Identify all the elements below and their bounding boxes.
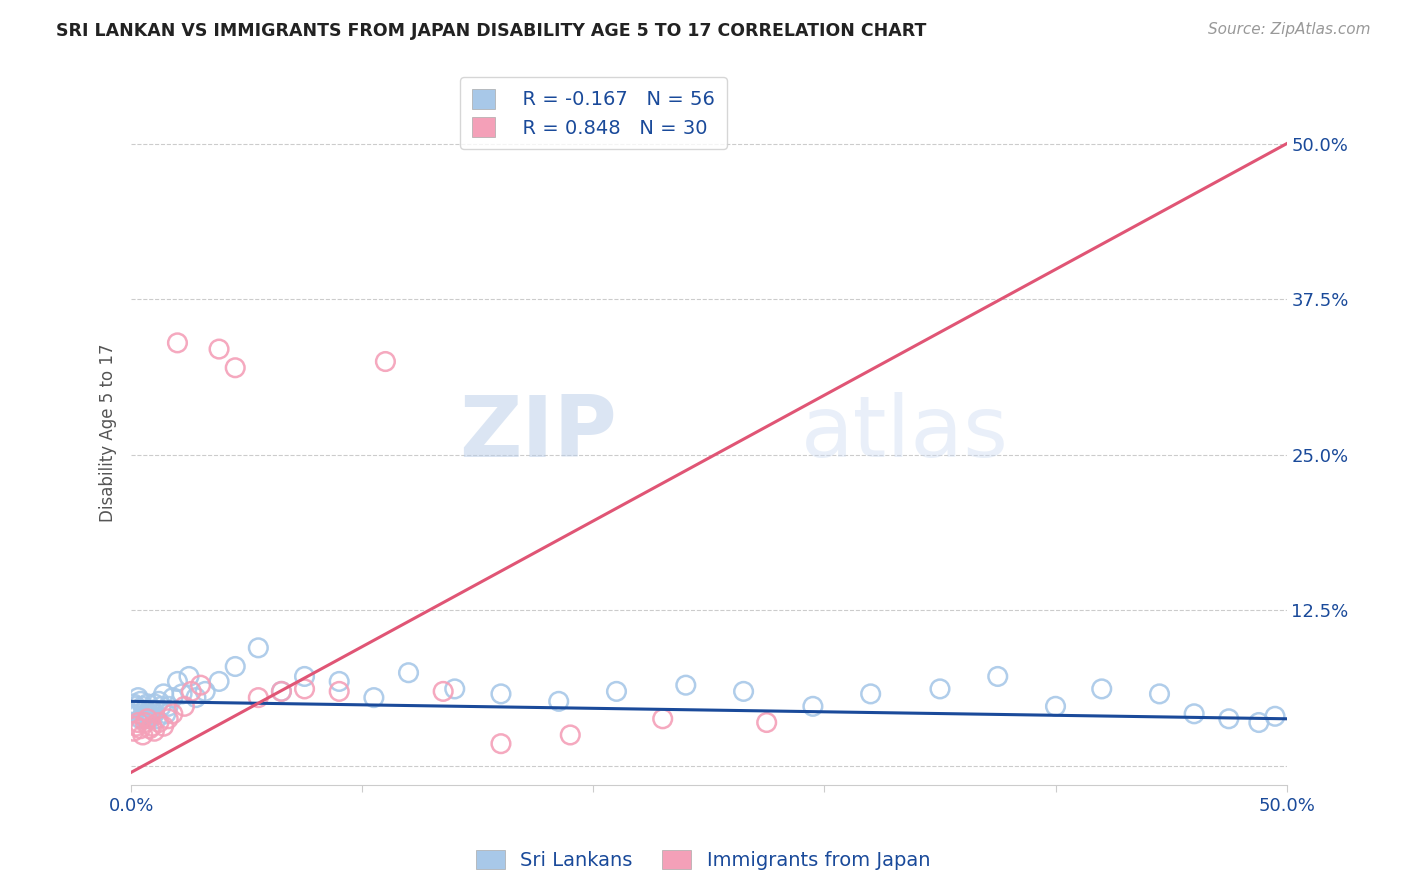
- Point: [145, 712, 167, 726]
- Point: [162, 690, 184, 705]
- Point: [1149, 687, 1171, 701]
- Point: [177, 669, 200, 683]
- Point: [127, 690, 149, 705]
- Point: [173, 699, 195, 714]
- Point: [489, 737, 512, 751]
- Point: [143, 724, 166, 739]
- Point: [547, 694, 569, 708]
- Point: [132, 709, 155, 723]
- Point: [134, 712, 156, 726]
- Point: [166, 335, 188, 350]
- Point: [150, 699, 173, 714]
- Point: [125, 703, 148, 717]
- Point: [132, 699, 155, 714]
- Point: [138, 712, 160, 726]
- Point: [733, 684, 755, 698]
- Point: [859, 687, 882, 701]
- Point: [143, 697, 166, 711]
- Point: [247, 690, 270, 705]
- Point: [157, 699, 180, 714]
- Point: [755, 715, 778, 730]
- Point: [605, 684, 627, 698]
- Point: [138, 706, 160, 721]
- Point: [328, 684, 350, 698]
- Point: [162, 706, 184, 721]
- Point: [1247, 715, 1270, 730]
- Point: [125, 699, 148, 714]
- Point: [152, 687, 174, 701]
- Point: [194, 684, 217, 698]
- Point: [247, 640, 270, 655]
- Point: [127, 715, 149, 730]
- Point: [155, 706, 177, 721]
- Point: [1091, 681, 1114, 696]
- Text: Source: ZipAtlas.com: Source: ZipAtlas.com: [1208, 22, 1371, 37]
- Point: [136, 712, 159, 726]
- Point: [148, 694, 170, 708]
- Point: [129, 722, 152, 736]
- Point: [224, 360, 246, 375]
- Point: [801, 699, 824, 714]
- Legend: Sri Lankans, Immigrants from Japan: Sri Lankans, Immigrants from Japan: [468, 842, 938, 878]
- Point: [294, 681, 316, 696]
- Point: [166, 674, 188, 689]
- Point: [987, 669, 1010, 683]
- Point: [363, 690, 385, 705]
- Point: [141, 709, 163, 723]
- Point: [152, 719, 174, 733]
- Point: [143, 706, 166, 721]
- Point: [138, 722, 160, 736]
- Point: [190, 678, 212, 692]
- Point: [1264, 709, 1286, 723]
- Point: [270, 684, 292, 698]
- Point: [136, 697, 159, 711]
- Point: [122, 724, 145, 739]
- Point: [651, 712, 673, 726]
- Point: [184, 690, 207, 705]
- Text: SRI LANKAN VS IMMIGRANTS FROM JAPAN DISABILITY AGE 5 TO 17 CORRELATION CHART: SRI LANKAN VS IMMIGRANTS FROM JAPAN DISA…: [56, 22, 927, 40]
- Point: [432, 684, 454, 698]
- Point: [129, 694, 152, 708]
- Point: [141, 703, 163, 717]
- Point: [122, 697, 145, 711]
- Point: [1182, 706, 1205, 721]
- Point: [132, 728, 155, 742]
- Point: [157, 712, 180, 726]
- Point: [141, 719, 163, 733]
- Text: ZIP: ZIP: [458, 392, 616, 475]
- Point: [270, 684, 292, 698]
- Point: [560, 728, 582, 742]
- Point: [127, 706, 149, 721]
- Point: [136, 706, 159, 721]
- Point: [125, 719, 148, 733]
- Point: [208, 674, 231, 689]
- Point: [675, 678, 697, 692]
- Point: [148, 715, 170, 730]
- Point: [224, 659, 246, 673]
- Point: [443, 681, 465, 696]
- Point: [374, 354, 396, 368]
- Text: atlas: atlas: [801, 392, 1010, 475]
- Point: [294, 669, 316, 683]
- Y-axis label: Disability Age 5 to 17: Disability Age 5 to 17: [100, 343, 117, 523]
- Point: [398, 665, 420, 680]
- Point: [1218, 712, 1240, 726]
- Point: [929, 681, 952, 696]
- Legend:   R = -0.167   N = 56,   R = 0.848   N = 30: R = -0.167 N = 56, R = 0.848 N = 30: [460, 77, 727, 149]
- Point: [134, 703, 156, 717]
- Point: [1045, 699, 1067, 714]
- Point: [129, 712, 152, 726]
- Point: [172, 687, 194, 701]
- Point: [489, 687, 512, 701]
- Point: [180, 684, 202, 698]
- Point: [328, 674, 350, 689]
- Point: [134, 715, 156, 730]
- Point: [208, 342, 231, 356]
